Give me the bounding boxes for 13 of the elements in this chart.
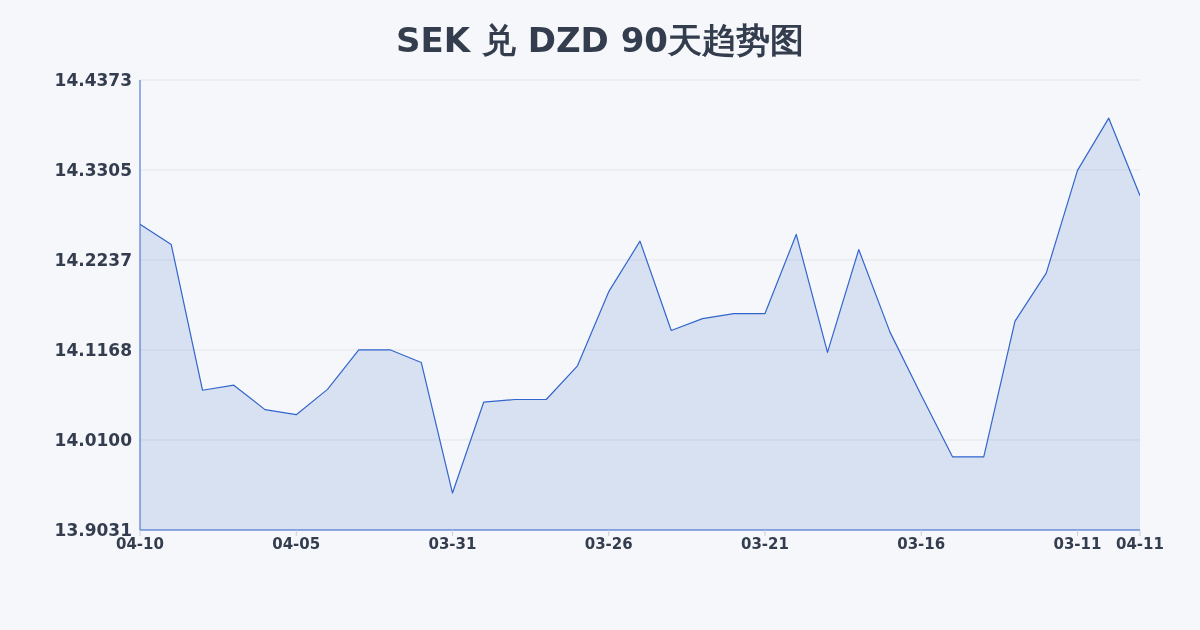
y-tick-label: 14.4373 — [54, 70, 132, 91]
x-tick-label: 03-11 — [1053, 534, 1102, 553]
x-tick-label: 03-16 — [897, 534, 946, 553]
x-tick-label: 03-31 — [428, 534, 477, 553]
y-tick-label: 14.0100 — [54, 429, 133, 450]
x-tick-label: 04-05 — [272, 534, 321, 553]
y-tick-label: 14.3305 — [54, 160, 132, 180]
y-tick-label: 14.2237 — [54, 249, 132, 270]
x-tick-label: 03-26 — [584, 534, 633, 553]
x-tick-label: 03-21 — [741, 534, 789, 553]
chart-title: SEK 兑 DZD 90天趋势图 — [395, 19, 805, 62]
x-tick-label: 04-11 — [1116, 534, 1164, 553]
y-tick-label: 14.1168 — [54, 340, 132, 361]
